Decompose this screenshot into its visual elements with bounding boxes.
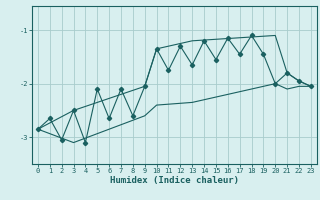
X-axis label: Humidex (Indice chaleur): Humidex (Indice chaleur) xyxy=(110,176,239,185)
